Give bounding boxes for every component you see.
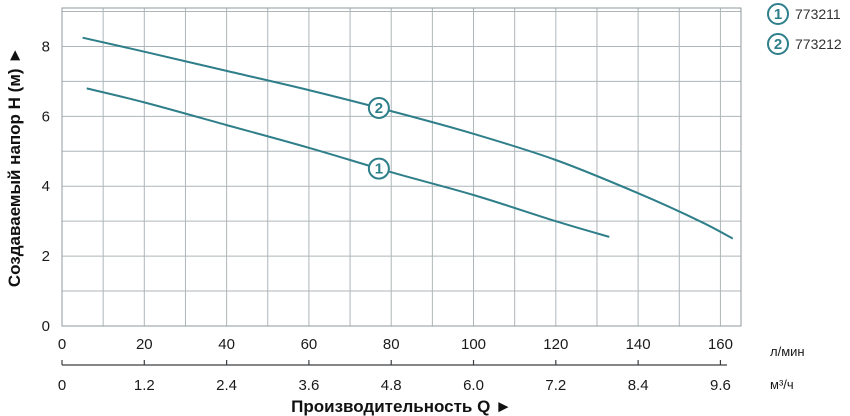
series-marker-label-773212: 2 bbox=[375, 100, 383, 117]
plot-grid bbox=[62, 8, 741, 326]
x-tick-label-secondary: 4.8 bbox=[381, 377, 402, 394]
series-marker-773212 bbox=[367, 96, 390, 119]
x-tick-label: 140 bbox=[626, 336, 651, 353]
x-tick-label-secondary: 9.6 bbox=[710, 377, 731, 394]
legend-marker-773211 bbox=[767, 3, 789, 25]
x-axis-title: Производительность Q ► bbox=[291, 397, 512, 416]
y-axis-title: Создаваемый напор H (м) ► bbox=[5, 47, 24, 287]
x-unit-primary-label: л/мин bbox=[770, 344, 805, 359]
x-tick-label-secondary: 3.6 bbox=[298, 377, 319, 394]
x-tick-labels-primary: 0 20 40 60 80 100 120 140 160 bbox=[58, 336, 733, 353]
y-tick-label: 4 bbox=[42, 178, 50, 195]
series-line-773212 bbox=[82, 36, 734, 240]
x-tick-label: 80 bbox=[383, 336, 400, 353]
series-marker-label-773211: 1 bbox=[375, 161, 383, 178]
x-tick-label-secondary: 8.4 bbox=[628, 377, 649, 394]
legend-marker-label: 2 bbox=[774, 36, 782, 53]
x-tick-label-secondary: 7.2 bbox=[545, 377, 566, 394]
x-tick-label: 100 bbox=[461, 336, 486, 353]
plot-frame bbox=[61, 7, 742, 327]
x-tick-label: 40 bbox=[218, 336, 235, 353]
series-line-773211 bbox=[86, 87, 610, 238]
x-tick-label-secondary: 1.2 bbox=[134, 377, 155, 394]
x-unit-secondary-label: м³/ч bbox=[770, 377, 794, 392]
legend-label: 773211 bbox=[795, 6, 841, 22]
y-tick-label: 0 bbox=[42, 318, 50, 335]
secondary-x-axis-ticks bbox=[61, 360, 722, 365]
x-tick-label-secondary: 6.0 bbox=[463, 377, 484, 394]
y-tick-label: 6 bbox=[42, 108, 50, 125]
legend-marker-773212 bbox=[767, 33, 789, 55]
x-tick-label: 160 bbox=[708, 336, 733, 353]
legend-marker-label: 1 bbox=[774, 6, 782, 23]
legend: 1 773211 2 773212 bbox=[767, 3, 842, 55]
y-tick-label: 2 bbox=[42, 248, 50, 265]
legend-label: 773212 bbox=[795, 36, 842, 52]
y-tick-labels: 0 2 4 6 8 bbox=[42, 38, 50, 335]
y-tick-label: 8 bbox=[42, 38, 50, 55]
x-tick-label: 20 bbox=[136, 336, 153, 353]
x-tick-label: 120 bbox=[543, 336, 568, 353]
series-marker-773211 bbox=[367, 157, 390, 180]
x-tick-label: 60 bbox=[301, 336, 318, 353]
series-layer: 12 bbox=[82, 36, 734, 240]
x-tick-label: 0 bbox=[58, 336, 66, 353]
x-tick-label-secondary: 0 bbox=[58, 377, 66, 394]
x-tick-label-secondary: 2.4 bbox=[216, 377, 237, 394]
x-tick-labels-secondary: 0 1.2 2.4 3.6 4.8 6.0 7.2 8.4 9.6 bbox=[58, 377, 731, 394]
